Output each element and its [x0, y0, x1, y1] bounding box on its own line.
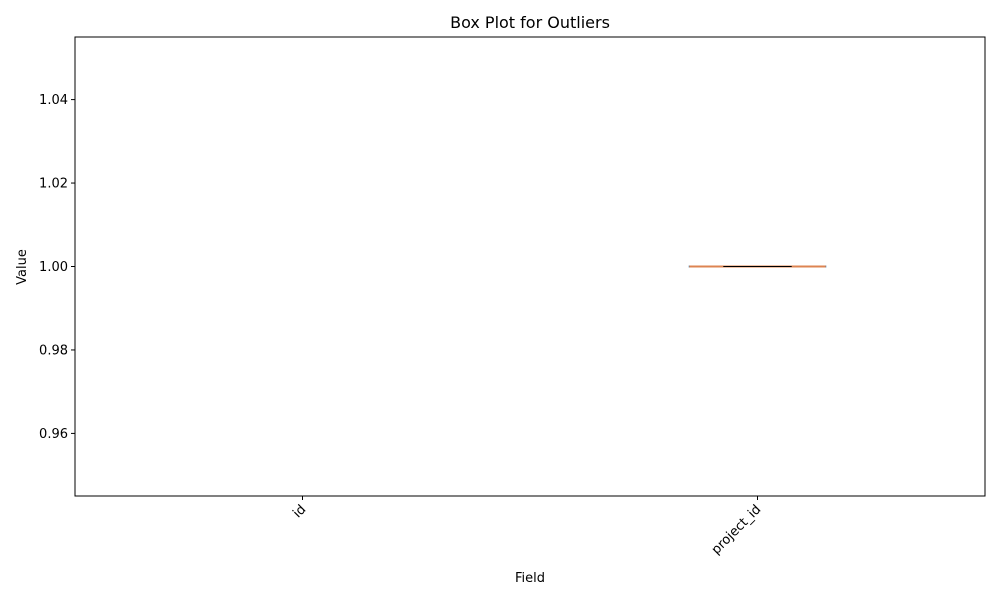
y-axis: 0.96 0.98 1.00 1.02 1.04: [39, 93, 75, 442]
x-axis-label: Field: [515, 571, 545, 586]
y-tick-label: 0.98: [39, 343, 68, 358]
x-tick-label: id: [290, 502, 309, 521]
y-tick-label: 1.00: [39, 260, 68, 275]
y-tick-label: 1.04: [39, 93, 68, 108]
chart-title: Box Plot for Outliers: [450, 13, 610, 32]
x-tick-label: project_id: [709, 502, 764, 557]
y-tick-label: 1.02: [39, 177, 68, 192]
y-axis-label: Value: [15, 249, 30, 285]
box-series: [688, 265, 827, 268]
plot-area-frame: [74, 36, 986, 497]
y-tick-label: 0.96: [39, 427, 68, 442]
x-axis: id project_id: [290, 496, 764, 558]
